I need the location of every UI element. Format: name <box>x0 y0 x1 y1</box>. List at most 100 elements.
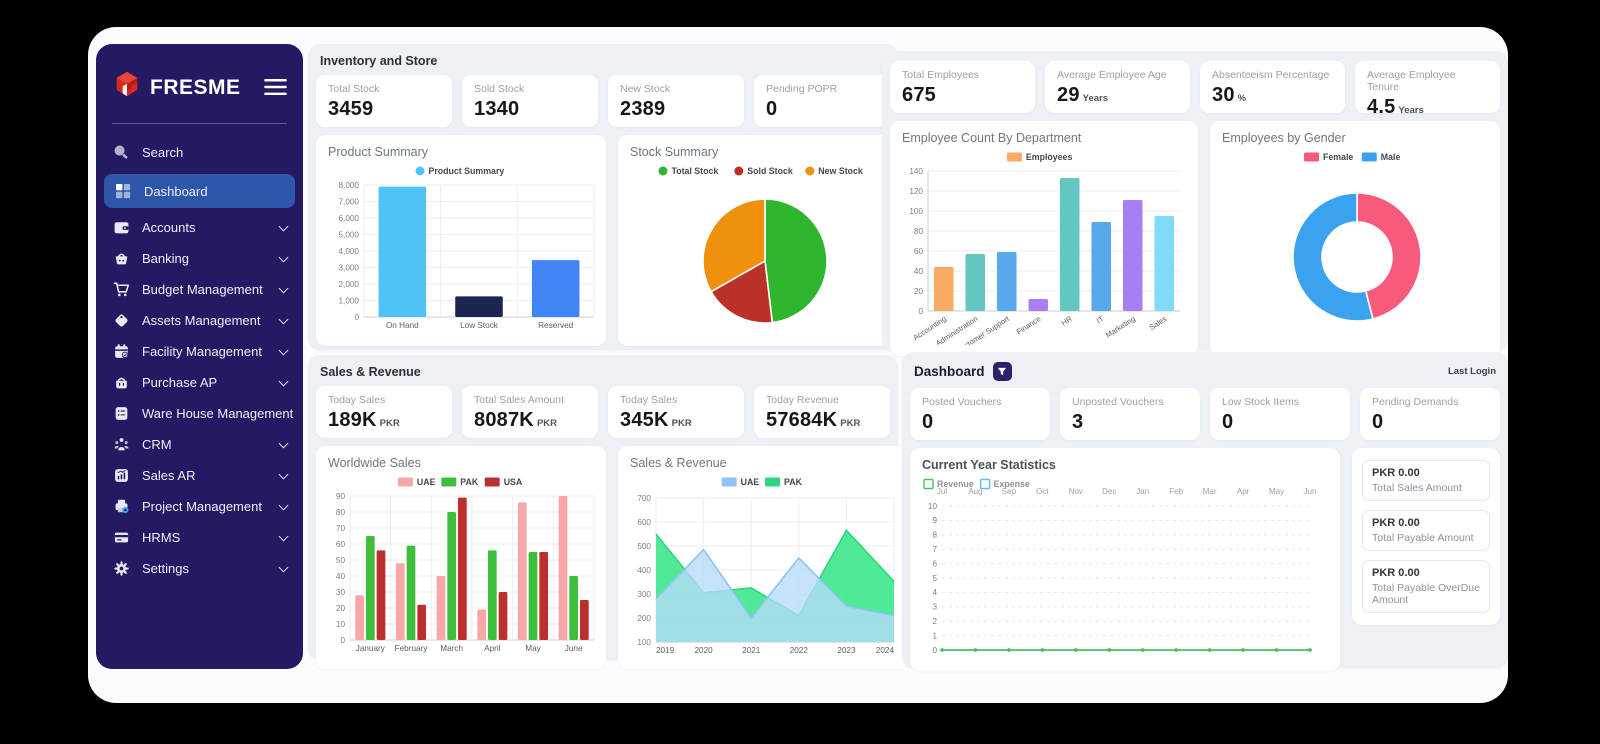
svg-text:Marketing: Marketing <box>1104 314 1137 340</box>
worldwide-sales-chart: UAE PAK USA 0 10 20 30 40 50 60 70 80 90 January Febru… <box>324 474 602 663</box>
pkr-label: Total Payable Amount <box>1372 532 1474 544</box>
sidebar-item-label: Banking <box>142 251 189 266</box>
sidebar-item-hrms[interactable]: HRMS <box>96 522 303 553</box>
svg-text:PAK: PAK <box>460 477 479 487</box>
gear-icon <box>112 560 130 577</box>
stat-label: Pending POPR <box>766 83 838 95</box>
sidebar-item-label: Budget Management <box>142 282 263 297</box>
pkr-amount: PKR 0.00 <box>1372 467 1420 479</box>
svg-text:HR: HR <box>1060 314 1075 328</box>
chevron-down-icon <box>278 500 289 510</box>
sidebar-item-assets-management[interactable]: Assets Management <box>96 305 303 336</box>
svg-text:May: May <box>1269 487 1284 496</box>
stat-value: 189K <box>328 409 377 431</box>
svg-text:Expense: Expense <box>994 479 1030 489</box>
svg-text:3: 3 <box>932 603 937 612</box>
svg-text:90: 90 <box>336 492 346 501</box>
gender-donut-card: Employees by Gender Female Male <box>1210 121 1500 356</box>
sidebar-item-project-management[interactable]: Project Management <box>96 491 303 522</box>
current-year-statistics-chart: Revenue Expense 0 1 2 3 4 5 6 7 8 9 10 Jul Aug Sep Oct No… <box>918 476 1336 665</box>
sidebar-item-sales-ar[interactable]: Sales AR <box>96 460 303 491</box>
svg-text:Female: Female <box>1323 152 1353 162</box>
svg-text:May: May <box>525 644 541 653</box>
sidebar-item-warehouse-management[interactable]: Ware House Management <box>96 398 303 429</box>
chevron-down-icon <box>278 283 289 293</box>
svg-text:Jan: Jan <box>1136 487 1149 496</box>
svg-text:100: 100 <box>637 638 651 647</box>
wallet-icon <box>112 219 130 236</box>
funnel-icon <box>997 367 1007 375</box>
sidebar-item-dashboard[interactable]: Dashboard <box>104 174 295 208</box>
tag-icon <box>112 312 130 329</box>
svg-text:4: 4 <box>932 588 937 597</box>
inventory-section: Inventory and Store Total Stock 3459 Sold… <box>308 44 908 350</box>
sidebar-search[interactable]: Search <box>96 134 303 170</box>
sidebar-item-budget-management[interactable]: Budget Management <box>96 274 303 305</box>
svg-text:6: 6 <box>932 559 937 568</box>
svg-text:Dec: Dec <box>1102 487 1116 496</box>
svg-text:1,000: 1,000 <box>339 296 360 305</box>
svg-text:80: 80 <box>914 227 924 236</box>
sidebar-item-settings[interactable]: Settings <box>96 553 303 584</box>
stat-label: Pending Demands <box>1372 396 1459 408</box>
sidebar-item-banking[interactable]: Banking <box>96 243 303 274</box>
svg-text:30: 30 <box>336 588 346 597</box>
sales-section-title: Sales & Revenue <box>320 365 421 379</box>
svg-text:January: January <box>356 644 386 653</box>
sidebar-item-purchase-ap[interactable]: Purchase AP <box>96 367 303 398</box>
svg-text:40: 40 <box>914 267 924 276</box>
dashboard-grid-icon <box>114 183 132 199</box>
svg-text:2: 2 <box>932 617 937 626</box>
dashboard-bottom-section: Dashboard Last Login Posted Vouchers 0 Un… <box>902 352 1508 671</box>
svg-text:USA: USA <box>504 477 523 487</box>
sales-section: Sales & Revenue Today Sales 189K PKR Total… <box>308 355 908 669</box>
sidebar: FRESME Search Dashboard Accounts Banking <box>96 44 303 669</box>
chart-title: Stock Summary <box>630 145 719 159</box>
stock-summary-card: Stock Summary Total Stock Sold Stock New S… <box>618 135 908 346</box>
chart-title: Employees by Gender <box>1222 131 1346 145</box>
logo-row: FRESME <box>96 44 303 121</box>
menu-toggle-icon[interactable] <box>264 79 287 96</box>
stat-label: Average Employee Tenure <box>1367 69 1456 93</box>
employee-section: Total Employees 675 Average Employee Age 2… <box>882 51 1508 356</box>
inventory-stats-row: Total Stock 3459 Sold Stock 1340 New Stock… <box>308 75 898 127</box>
id-card-icon <box>112 529 130 546</box>
svg-text:4,000: 4,000 <box>339 247 360 256</box>
svg-text:0: 0 <box>340 636 345 645</box>
svg-text:Low Stock: Low Stock <box>460 321 499 330</box>
stat-label: Today Sales <box>328 394 386 406</box>
stat-value: 2389 <box>620 98 666 120</box>
chevron-down-icon <box>278 345 289 355</box>
sidebar-item-crm[interactable]: CRM <box>96 429 303 460</box>
sidebar-item-label: HRMS <box>142 530 181 545</box>
svg-text:Revenue: Revenue <box>937 479 974 489</box>
svg-text:UAE: UAE <box>741 477 760 487</box>
sidebar-item-label: Project Management <box>142 499 262 514</box>
svg-text:200: 200 <box>637 614 651 623</box>
svg-text:20: 20 <box>914 287 924 296</box>
product-summary-chart: Product Summary 0 1,000 2,000 3,000 4,000 5,00… <box>324 163 602 340</box>
svg-text:March: March <box>440 644 463 653</box>
printer-gear-icon <box>112 498 130 515</box>
chevron-down-icon <box>278 531 289 541</box>
svg-text:400: 400 <box>637 566 651 575</box>
unposted-vouchers-card: Unposted Vouchers 3 <box>1060 388 1200 440</box>
dept-employees-chart: Employees 0 20 40 60 80 100 120 140 Accounting Adm… <box>898 149 1194 355</box>
sidebar-item-label: Facility Management <box>142 344 262 359</box>
stat-value: 0 <box>766 98 778 120</box>
svg-text:Jun: Jun <box>1304 487 1317 496</box>
svg-text:0: 0 <box>932 646 937 655</box>
stat-label: Today Revenue <box>766 394 839 406</box>
filter-button[interactable] <box>992 362 1012 381</box>
sidebar-item-facility-management[interactable]: Facility Management <box>96 336 303 367</box>
stat-value: 3 <box>1072 411 1084 433</box>
stat-label: Posted Vouchers <box>922 396 1002 408</box>
svg-text:500: 500 <box>637 542 651 551</box>
svg-text:0: 0 <box>354 313 359 322</box>
sidebar-item-accounts[interactable]: Accounts <box>96 212 303 243</box>
svg-text:20: 20 <box>336 604 346 613</box>
chevron-down-icon <box>278 562 289 572</box>
svg-text:60: 60 <box>914 247 924 256</box>
stat-value: 3459 <box>328 98 374 120</box>
svg-text:7,000: 7,000 <box>339 197 360 206</box>
